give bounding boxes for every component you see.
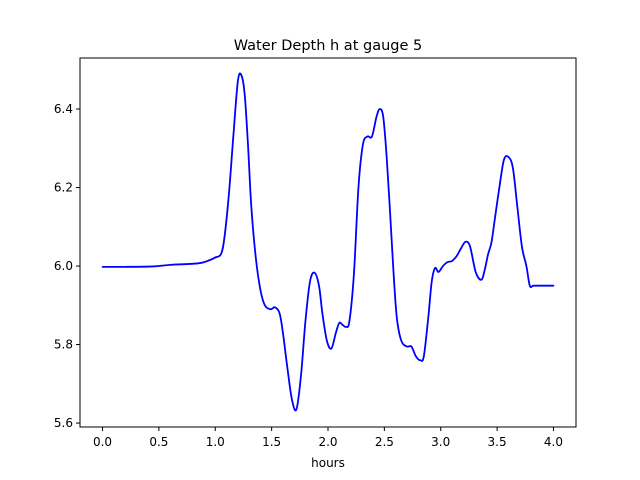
x-tick-label: 3.0 [431,435,450,449]
series-line [101,72,555,412]
x-tick-label: 1.5 [262,435,281,449]
plot-frame [79,57,577,428]
x-axis: 0.0 0.5 1.0 1.5 2.0 2.5 3.0 3.5 4.0 [93,427,563,449]
x-tick-label: 1.0 [206,435,225,449]
chart-title: Water Depth h at gauge 5 [234,38,422,54]
y-tick-label: 6.2 [54,181,73,195]
x-axis-label: hours [311,456,345,470]
x-tick-label: 4.0 [544,435,563,449]
x-tick-label: 0.5 [149,435,168,449]
y-tick-label: 6.4 [54,102,73,116]
x-tick-label: 2.5 [375,435,394,449]
x-tick-label: 0.0 [93,435,112,449]
y-tick-label: 5.8 [54,338,73,352]
x-tick-label: 3.5 [488,435,507,449]
y-axis: 5.6 5.8 6.0 6.2 6.4 [54,102,80,430]
x-tick-label: 2.0 [318,435,337,449]
y-tick-label: 6.0 [54,259,73,273]
y-tick-label: 5.6 [54,416,73,430]
